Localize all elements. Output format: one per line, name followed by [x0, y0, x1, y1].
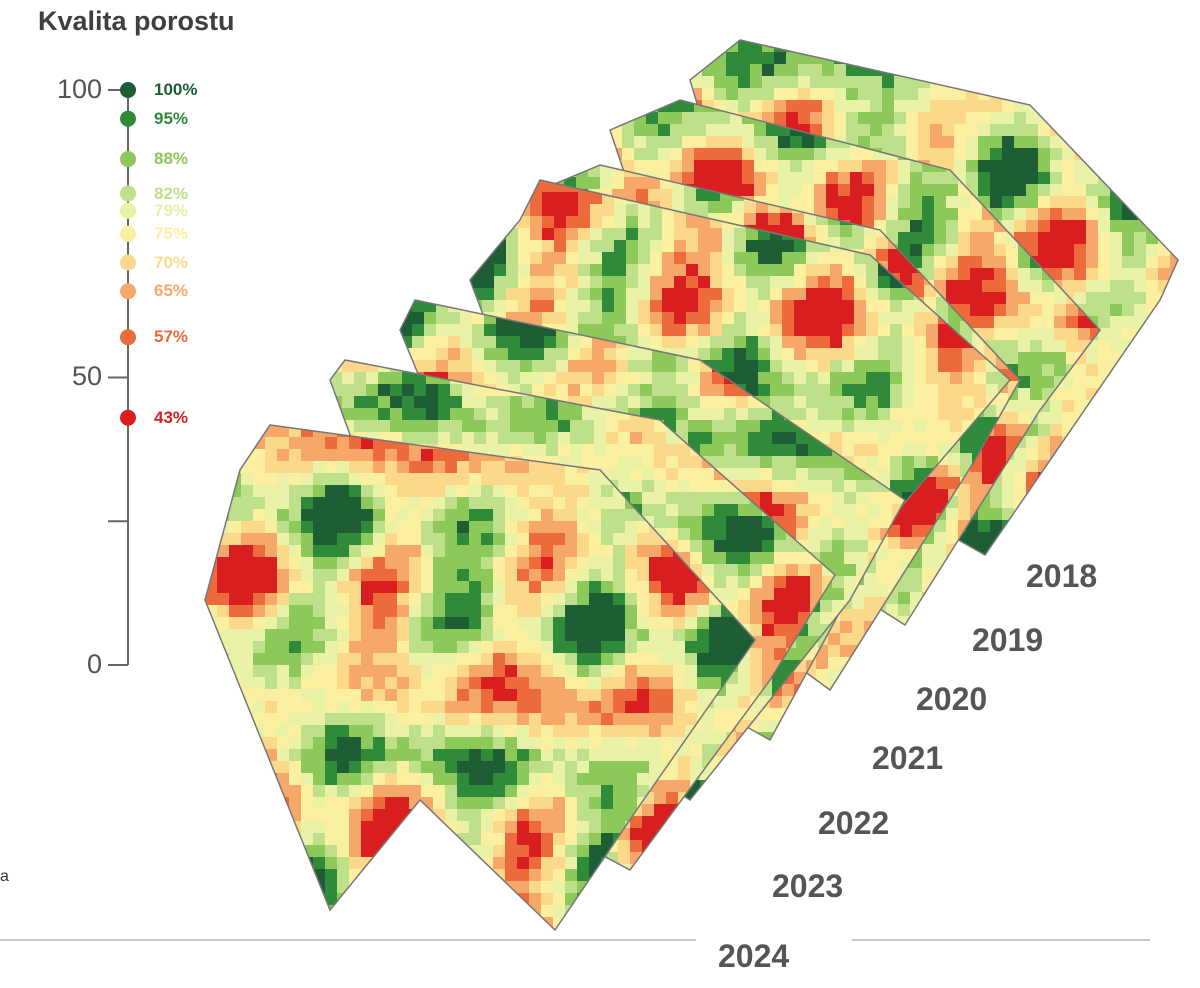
side-fragment-text: a — [0, 868, 9, 885]
scale-dot — [120, 329, 136, 346]
scale-dot — [120, 151, 136, 167]
scale-level-label: 79% — [154, 200, 189, 220]
scale-level-label: 100% — [154, 80, 198, 99]
scale-dot — [120, 283, 136, 300]
scale-level-label: 65% — [154, 281, 189, 301]
legend-title: Kvalita porostu — [38, 6, 235, 36]
year-label-2019: 2019 — [972, 622, 1044, 658]
year-label-2022: 2022 — [818, 805, 890, 841]
scale-level-label: 70% — [154, 252, 189, 272]
field-outline — [204, 424, 756, 932]
scale-level-label: 82% — [154, 183, 189, 203]
scale-dot — [120, 82, 136, 98]
year-label-2020: 2020 — [916, 681, 988, 717]
year-label-2023: 2023 — [772, 868, 844, 904]
scale-axis — [108, 82, 136, 666]
scale-level-label: 43% — [154, 407, 189, 427]
scale-dot — [120, 409, 136, 426]
scale-level-label: 95% — [154, 108, 189, 128]
year-label-2024: 2024 — [718, 938, 790, 974]
scale-tick-0: 0 — [86, 649, 102, 679]
year-label-2021: 2021 — [872, 740, 944, 776]
scale-level-label: 88% — [154, 149, 189, 168]
scale-dot — [120, 202, 136, 219]
year-label-2018: 2018 — [1026, 558, 1098, 594]
scale-tick-100: 100 — [56, 74, 102, 104]
scale-dot — [120, 110, 136, 127]
scale-dot — [120, 254, 136, 271]
scale-level-label: 57% — [154, 327, 189, 347]
scale-dot — [120, 225, 136, 242]
scale-dot — [120, 185, 136, 202]
scale-tick-50: 50 — [71, 361, 102, 391]
field-outline — [469, 179, 1012, 742]
scale-level-label: 75% — [154, 223, 189, 243]
